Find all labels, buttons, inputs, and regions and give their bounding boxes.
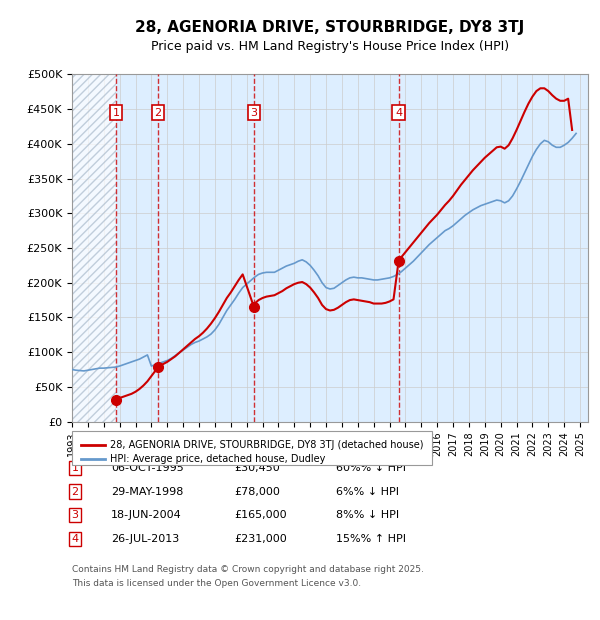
Text: 6%% ↓ HPI: 6%% ↓ HPI: [336, 487, 399, 497]
Text: £78,000: £78,000: [234, 487, 280, 497]
Text: 1: 1: [112, 108, 119, 118]
Text: This data is licensed under the Open Government Licence v3.0.: This data is licensed under the Open Gov…: [72, 579, 361, 588]
Text: 06-OCT-1995: 06-OCT-1995: [111, 463, 184, 473]
Bar: [72, 74, 116, 422]
Text: 60%% ↓ HPI: 60%% ↓ HPI: [336, 463, 406, 473]
Text: 2: 2: [71, 487, 79, 497]
Text: 3: 3: [250, 108, 257, 118]
Text: 1: 1: [71, 463, 79, 473]
Text: 2: 2: [154, 108, 161, 118]
Text: HPI: Average price, detached house, Dudley: HPI: Average price, detached house, Dudl…: [110, 454, 325, 464]
Text: 3: 3: [71, 510, 79, 520]
Text: £30,450: £30,450: [234, 463, 280, 473]
Text: 18-JUN-2004: 18-JUN-2004: [111, 510, 182, 520]
Text: 8%% ↓ HPI: 8%% ↓ HPI: [336, 510, 399, 520]
Text: 28, AGENORIA DRIVE, STOURBRIDGE, DY8 3TJ (detached house): 28, AGENORIA DRIVE, STOURBRIDGE, DY8 3TJ…: [110, 440, 424, 450]
Text: 4: 4: [71, 534, 79, 544]
Text: 28, AGENORIA DRIVE, STOURBRIDGE, DY8 3TJ: 28, AGENORIA DRIVE, STOURBRIDGE, DY8 3TJ: [136, 20, 524, 35]
Text: £165,000: £165,000: [234, 510, 287, 520]
Text: £231,000: £231,000: [234, 534, 287, 544]
Text: 4: 4: [395, 108, 402, 118]
Text: Price paid vs. HM Land Registry's House Price Index (HPI): Price paid vs. HM Land Registry's House …: [151, 40, 509, 53]
Text: 26-JUL-2013: 26-JUL-2013: [111, 534, 179, 544]
Text: 29-MAY-1998: 29-MAY-1998: [111, 487, 184, 497]
Text: Contains HM Land Registry data © Crown copyright and database right 2025.: Contains HM Land Registry data © Crown c…: [72, 565, 424, 575]
Text: 15%% ↑ HPI: 15%% ↑ HPI: [336, 534, 406, 544]
